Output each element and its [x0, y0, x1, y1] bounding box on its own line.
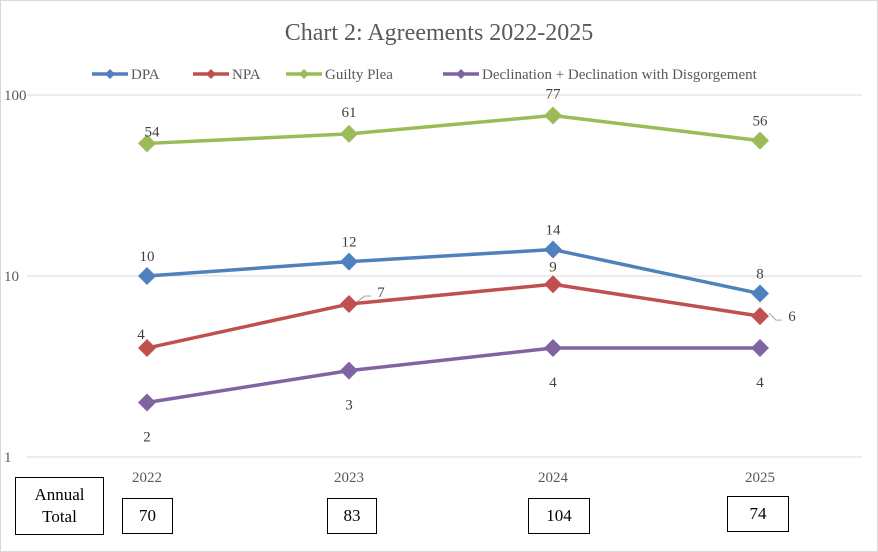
- data-label: 7: [377, 285, 385, 301]
- data-point: [544, 275, 562, 294]
- legend-label: NPA: [232, 67, 261, 83]
- data-point: [751, 339, 769, 358]
- annual-total-2022: 70: [122, 498, 173, 534]
- legend-marker: [206, 69, 216, 79]
- data-label: 10: [140, 249, 155, 265]
- data-point: [340, 124, 358, 143]
- data-label: 14: [546, 223, 562, 239]
- data-label: 4: [137, 327, 145, 343]
- data-label: 2: [143, 430, 151, 446]
- legend-label: Declination + Declination with Disgorgem…: [482, 67, 758, 83]
- data-point: [138, 134, 156, 153]
- annual-label-line2: Total: [42, 507, 77, 526]
- legend-marker: [456, 69, 466, 79]
- data-point: [138, 393, 156, 412]
- data-point: [544, 240, 562, 259]
- data-label: 54: [145, 124, 161, 140]
- legend-label: Guilty Plea: [325, 67, 393, 83]
- series-line: [146, 282, 761, 350]
- data-label: 12: [342, 235, 357, 251]
- data-label: 77: [546, 87, 562, 103]
- data-label: 4: [756, 375, 764, 391]
- data-label: 4: [549, 375, 557, 391]
- data-label: 6: [788, 309, 796, 325]
- data-point: [340, 252, 358, 271]
- data-point: [544, 339, 562, 358]
- data-point: [751, 284, 769, 303]
- data-point: [751, 131, 769, 150]
- annual-total-2025: 74: [727, 496, 789, 532]
- annual-total-2023: 83: [327, 498, 377, 534]
- y-tick-label: 100: [4, 88, 27, 104]
- y-tick-label: 1: [4, 450, 12, 466]
- leader-line: [357, 295, 371, 302]
- annual-total-label: Annual Total: [15, 477, 104, 535]
- x-tick-label: 2024: [538, 470, 569, 486]
- legend-marker: [105, 69, 115, 79]
- x-tick-label: 2022: [132, 470, 162, 486]
- legend-label: DPA: [131, 67, 160, 83]
- data-point: [340, 295, 358, 314]
- series-line: [146, 346, 760, 405]
- data-label: 8: [756, 267, 764, 283]
- x-tick-label: 2023: [334, 470, 364, 486]
- data-label: 56: [753, 114, 769, 130]
- chart-title: Chart 2: Agreements 2022-2025: [285, 20, 594, 46]
- data-point: [138, 339, 156, 358]
- annual-total-2024: 104: [528, 498, 590, 534]
- data-label: 61: [342, 105, 357, 121]
- data-label: 9: [549, 259, 557, 275]
- data-point: [340, 361, 358, 380]
- annual-label-line1: Annual: [34, 485, 85, 504]
- leader-line: [768, 312, 782, 321]
- data-point: [138, 267, 156, 285]
- legend-marker: [299, 69, 309, 79]
- y-tick-label: 10: [4, 269, 19, 285]
- x-tick-label: 2025: [745, 470, 775, 486]
- data-point: [751, 307, 769, 326]
- series-line: [146, 247, 761, 296]
- series-line: [146, 113, 761, 146]
- data-label: 3: [345, 398, 353, 414]
- data-point: [544, 106, 562, 125]
